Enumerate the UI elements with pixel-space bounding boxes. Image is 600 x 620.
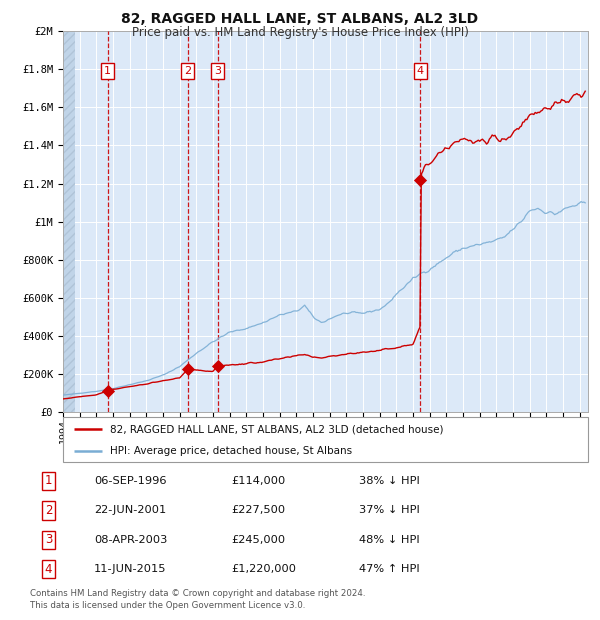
Text: 3: 3 (45, 533, 52, 546)
Point (213, 361, 223, 371)
Text: 2: 2 (44, 504, 52, 517)
Text: Contains HM Land Registry data © Crown copyright and database right 2024.
This d: Contains HM Land Registry data © Crown c… (30, 589, 365, 610)
Text: 22-JUN-2001: 22-JUN-2001 (94, 505, 166, 515)
Point (416, 175, 425, 185)
Bar (63, 31, 74, 412)
Text: £227,500: £227,500 (231, 505, 285, 515)
Text: 08-APR-2003: 08-APR-2003 (94, 535, 167, 545)
Text: £245,000: £245,000 (231, 535, 285, 545)
Text: Price paid vs. HM Land Registry's House Price Index (HPI): Price paid vs. HM Land Registry's House … (131, 26, 469, 39)
Text: £1,220,000: £1,220,000 (231, 564, 296, 574)
Text: 38% ↓ HPI: 38% ↓ HPI (359, 476, 420, 486)
Text: 11-JUN-2015: 11-JUN-2015 (94, 564, 167, 574)
Text: 3: 3 (214, 66, 221, 76)
Point (183, 364, 193, 374)
Text: 1: 1 (44, 474, 52, 487)
Text: 1: 1 (104, 66, 111, 76)
Text: 4: 4 (417, 66, 424, 76)
Text: 4: 4 (44, 563, 52, 576)
Text: 82, RAGGED HALL LANE, ST ALBANS, AL2 3LD: 82, RAGGED HALL LANE, ST ALBANS, AL2 3LD (121, 12, 479, 27)
FancyBboxPatch shape (63, 417, 588, 462)
Text: HPI: Average price, detached house, St Albans: HPI: Average price, detached house, St A… (110, 446, 352, 456)
Point (103, 386, 113, 396)
Text: £114,000: £114,000 (231, 476, 285, 486)
Text: 82, RAGGED HALL LANE, ST ALBANS, AL2 3LD (detached house): 82, RAGGED HALL LANE, ST ALBANS, AL2 3LD… (110, 424, 444, 435)
Text: 2: 2 (184, 66, 191, 76)
Text: 06-SEP-1996: 06-SEP-1996 (94, 476, 167, 486)
Text: 47% ↑ HPI: 47% ↑ HPI (359, 564, 420, 574)
Text: 48% ↓ HPI: 48% ↓ HPI (359, 535, 420, 545)
Text: 37% ↓ HPI: 37% ↓ HPI (359, 505, 420, 515)
